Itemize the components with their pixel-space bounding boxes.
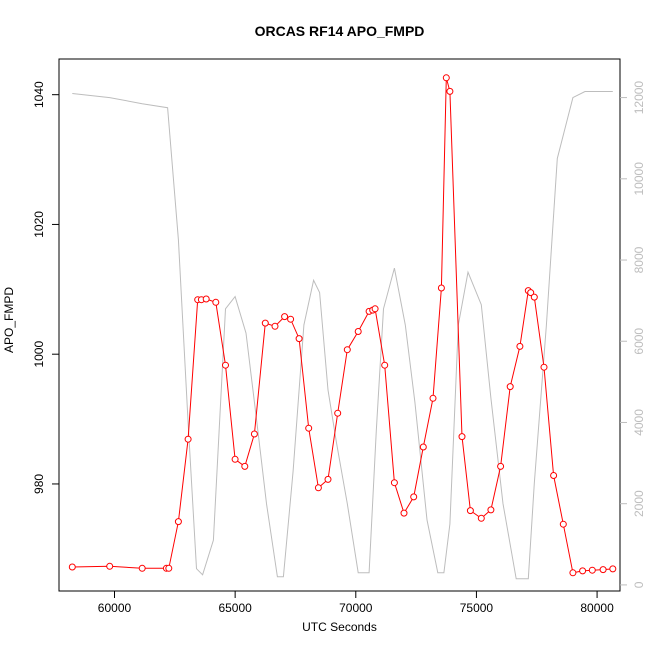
data-point — [588, 566, 596, 574]
y2-axis-right: 0 2000 4000 6000 8000 10000 12000 — [620, 81, 646, 588]
data-point — [419, 443, 427, 451]
data-point — [599, 566, 607, 574]
y-tick-label: 1040 — [32, 81, 46, 108]
x-tick-label: 75000 — [460, 601, 494, 615]
data-point — [550, 472, 558, 479]
data-point — [334, 409, 342, 417]
gray-series-line — [72, 91, 613, 580]
data-point — [390, 479, 398, 487]
data-point — [271, 322, 279, 330]
data-point — [202, 295, 210, 303]
y2-tick-label: 2000 — [632, 490, 646, 517]
data-point — [354, 328, 362, 335]
series-layer — [68, 74, 617, 580]
data-point — [446, 87, 454, 95]
data-point — [138, 564, 146, 572]
data-point — [527, 289, 535, 297]
data-point — [314, 484, 322, 492]
x-tick-label: 65000 — [218, 601, 252, 615]
data-point — [250, 430, 258, 438]
data-point — [165, 564, 173, 572]
data-point — [559, 520, 567, 528]
data-point — [458, 433, 466, 441]
y2-tick-label: 0 — [632, 581, 646, 588]
y2-tick-label: 12000 — [632, 81, 646, 115]
y-axis-label: APO_FMPD — [2, 287, 16, 353]
data-point — [184, 435, 192, 443]
data-point — [305, 424, 313, 432]
data-point — [609, 565, 617, 573]
x-tick-label: 80000 — [580, 601, 614, 615]
y-axis: 980 1000 1020 1040 — [32, 81, 59, 494]
y2-tick-label: 6000 — [632, 328, 646, 355]
data-point — [371, 305, 379, 313]
data-point — [281, 313, 289, 321]
data-point — [261, 319, 269, 327]
data-point — [343, 346, 351, 354]
y2-tick-label: 4000 — [632, 409, 646, 436]
data-point — [540, 363, 548, 371]
data-point — [429, 394, 437, 402]
data-point — [400, 509, 408, 517]
x-tick-label: 60000 — [98, 601, 132, 615]
data-point — [487, 506, 495, 514]
x-tick-label: 70000 — [339, 601, 373, 615]
data-point — [477, 514, 485, 522]
x-axis: 60000 65000 70000 75000 80000 — [98, 591, 614, 615]
data-point — [506, 383, 514, 391]
data-point — [174, 518, 182, 526]
y-tick-label: 1000 — [32, 341, 46, 368]
data-point — [579, 567, 587, 575]
data-point — [295, 335, 303, 343]
data-point — [516, 342, 524, 350]
data-point — [212, 298, 220, 306]
data-point — [466, 507, 474, 515]
data-point — [569, 569, 577, 577]
data-point — [231, 455, 239, 463]
x-axis-label: UTC Seconds — [302, 620, 377, 634]
red-series-line — [72, 77, 613, 574]
y-tick-label: 1020 — [32, 211, 46, 238]
plot-frame — [58, 58, 621, 592]
chart-title: ORCAS RF14 APO_FMPD — [255, 23, 425, 39]
data-point — [437, 284, 445, 292]
data-point — [410, 493, 418, 501]
data-point — [497, 462, 505, 470]
data-point — [287, 315, 295, 323]
data-point — [241, 462, 249, 470]
y2-tick-label: 10000 — [632, 162, 646, 196]
data-point — [442, 74, 450, 82]
data-point — [530, 293, 538, 301]
data-point — [324, 475, 332, 483]
data-point — [222, 361, 229, 369]
y2-tick-label: 8000 — [632, 246, 646, 273]
data-point — [381, 361, 389, 369]
data-point — [68, 563, 76, 571]
data-point — [106, 562, 114, 570]
y-tick-label: 980 — [32, 474, 46, 494]
